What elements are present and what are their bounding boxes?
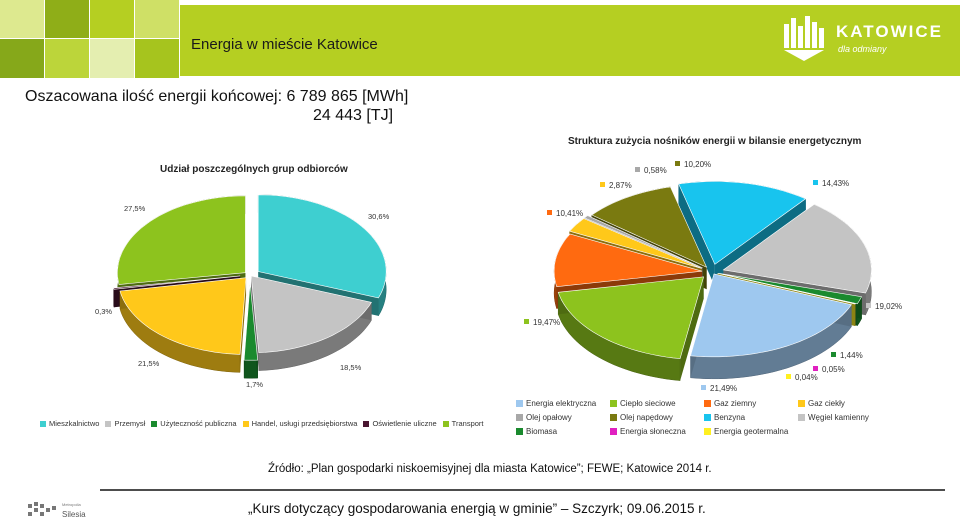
chart2-data-label-energia-elektryczna: 21,49% xyxy=(710,384,737,393)
chart2-legend-label: Energia elektryczna xyxy=(526,399,596,408)
chart2-legend-swatch xyxy=(704,414,711,421)
chart2-label-marker-energia-sloneczna xyxy=(813,366,818,371)
chart2-legend-item-olej-opalowy: Olej opałowy xyxy=(516,413,610,422)
chart1-pie: 30,6% 18,5% 1,7% 21,5% 0,3% 27,5% xyxy=(95,195,390,389)
chart2-legend-swatch xyxy=(610,400,617,407)
chart1-legend-item-transport: Transport xyxy=(443,419,484,428)
chart2-legend-swatch xyxy=(798,400,805,407)
chart1-slice-handel-uslugi-przedsiebiorstwa xyxy=(120,278,246,355)
silesia-name: Silesia xyxy=(62,510,86,519)
chart1-legend-label: Oświetlenie uliczne xyxy=(372,419,436,428)
chart2-legend-swatch xyxy=(704,400,711,407)
chart2-legend-swatch xyxy=(610,414,617,421)
chart1-legend-item-handel-uslugi-przedsiebiorstwa: Handel, usługi przedsiębiorstwa xyxy=(243,419,358,428)
chart1-legend-item-oswietlenie-uliczne: Oświetlenie uliczne xyxy=(363,419,436,428)
course-footer: „Kurs dotyczący gospodarowania energią w… xyxy=(248,501,706,516)
chart1-slice-side-uzytecznosc-publiczna xyxy=(244,360,258,378)
chart2-legend-swatch xyxy=(516,414,523,421)
silesia-logo: Metropolia Silesia xyxy=(26,500,106,520)
chart2-legend: Energia elektryczna Ciepło sieciowe Gaz zi… xyxy=(516,399,892,441)
chart1-legend-item-mieszkalnictwo: Mieszkalnictwo xyxy=(40,419,99,428)
chart2-legend-label: Olej opałowy xyxy=(526,413,572,422)
chart1-legend-label: Mieszkalnictwo xyxy=(49,419,99,428)
silesia-mark-icon xyxy=(26,500,60,520)
chart1-legend-swatch xyxy=(105,421,111,427)
chart1-data-label-przemysl: 18,5% xyxy=(340,363,362,372)
chart2-data-label-gaz-ciekly: 2,87% xyxy=(609,181,632,190)
chart2-legend-item-benzyna: Benzyna xyxy=(704,413,798,422)
chart1-legend-swatch xyxy=(363,421,369,427)
chart2-legend-item-biomasa: Biomasa xyxy=(516,427,610,436)
chart1-legend-label: Użyteczność publiczna xyxy=(160,419,236,428)
chart2-legend-item-gaz-ciekly: Gaz ciekły xyxy=(798,399,892,408)
chart2-data-label-energia-sloneczna: 0,05% xyxy=(822,365,845,374)
chart2-legend-item-energia-geotermalna: Energia geotermalna xyxy=(704,427,798,436)
chart1-data-label-transport: 27,5% xyxy=(124,204,146,213)
silesia-small-text: Metropolia xyxy=(62,502,81,507)
chart2-legend-label: Węgiel kamienny xyxy=(808,413,869,422)
chart2-data-label-olej-opalowy: 0,58% xyxy=(644,166,667,175)
chart2-label-marker-wegiel-kamienny xyxy=(866,303,871,308)
chart2-legend-label: Olej napędowy xyxy=(620,413,673,422)
chart2-legend-item-energia-sloneczna: Energia słoneczna xyxy=(610,427,704,436)
chart2-label-marker-olej-opalowy xyxy=(635,167,640,172)
chart2-legend-label: Energia słoneczna xyxy=(620,427,686,436)
chart2-data-label-wegiel-kamienny: 19,02% xyxy=(875,302,902,311)
chart1-data-label-oswietlenie-uliczne: 0,3% xyxy=(95,307,112,316)
chart2-data-label-cieplo-sieciowe: 19,47% xyxy=(533,318,560,327)
chart1-legend-swatch xyxy=(40,421,46,427)
chart2-label-marker-benzyna xyxy=(813,180,818,185)
chart1-legend-swatch xyxy=(443,421,449,427)
chart2-legend-item-olej-napedowy: Olej napędowy xyxy=(610,413,704,422)
chart1-data-label-uzytecznosc-publiczna: 1,7% xyxy=(246,380,263,389)
chart2-legend-label: Gaz ziemny xyxy=(714,399,756,408)
chart2-label-marker-gaz-ciekly xyxy=(600,182,605,187)
chart2-pie: 21,49% 19,47% 10,41% 2,87% 0,58% 10,20% 14,43%… xyxy=(524,160,902,393)
chart2-data-label-energia-geotermalna: 0,04% xyxy=(795,373,818,382)
chart2-label-marker-olej-napedowy xyxy=(675,161,680,166)
chart1-legend-swatch xyxy=(243,421,249,427)
chart2-data-label-biomasa: 1,44% xyxy=(840,351,863,360)
source-note: Źródło: „Plan gospodarki niskoemisyjnej … xyxy=(268,463,712,475)
chart2-label-marker-gaz-ziemny xyxy=(547,210,552,215)
chart2-legend-swatch xyxy=(704,428,711,435)
chart2-data-label-olej-napedowy: 10,20% xyxy=(684,160,711,169)
chart2-legend-label: Gaz ciekły xyxy=(808,399,845,408)
chart2-label-marker-energia-geotermalna xyxy=(786,374,791,379)
chart2-label-marker-energia-elektryczna xyxy=(701,385,706,390)
chart2-label-marker-cieplo-sieciowe xyxy=(524,319,529,324)
chart2-legend-item-cieplo-sieciowe: Ciepło sieciowe xyxy=(610,399,704,408)
chart2-legend-item-energia-elektryczna: Energia elektryczna xyxy=(516,399,610,408)
chart1-legend: Mieszkalnictwo Przemysł Użyteczność public… xyxy=(40,419,490,428)
chart2-label-marker-biomasa xyxy=(831,352,836,357)
chart1-data-label-handel-uslugi-przedsiebiorstwa: 21,5% xyxy=(138,359,160,368)
chart1-data-label-mieszkalnictwo: 30,6% xyxy=(368,212,390,221)
chart1-legend-label: Handel, usługi przedsiębiorstwa xyxy=(252,419,358,428)
chart2-legend-item-gaz-ziemny: Gaz ziemny xyxy=(704,399,798,408)
chart2-legend-label: Biomasa xyxy=(526,427,557,436)
chart2-legend-item-wegiel-kamienny: Węgiel kamienny xyxy=(798,413,892,422)
chart2-legend-swatch xyxy=(516,400,523,407)
chart1-legend-swatch xyxy=(151,421,157,427)
chart2-legend-label: Ciepło sieciowe xyxy=(620,399,676,408)
chart1-legend-item-uzytecznosc-publiczna: Użyteczność publiczna xyxy=(151,419,236,428)
chart1-legend-label: Transport xyxy=(452,419,484,428)
chart2-legend-swatch xyxy=(516,428,523,435)
footer-divider xyxy=(100,489,945,491)
chart1-legend-label: Przemysł xyxy=(114,419,145,428)
chart2-data-label-gaz-ziemny: 10,41% xyxy=(556,209,583,218)
chart2-legend-swatch xyxy=(798,414,805,421)
chart2-legend-label: Energia geotermalna xyxy=(714,427,788,436)
chart2-data-label-benzyna: 14,43% xyxy=(822,179,849,188)
chart1-legend-item-przemysl: Przemysł xyxy=(105,419,145,428)
chart2-legend-swatch xyxy=(610,428,617,435)
chart2-legend-label: Benzyna xyxy=(714,413,745,422)
